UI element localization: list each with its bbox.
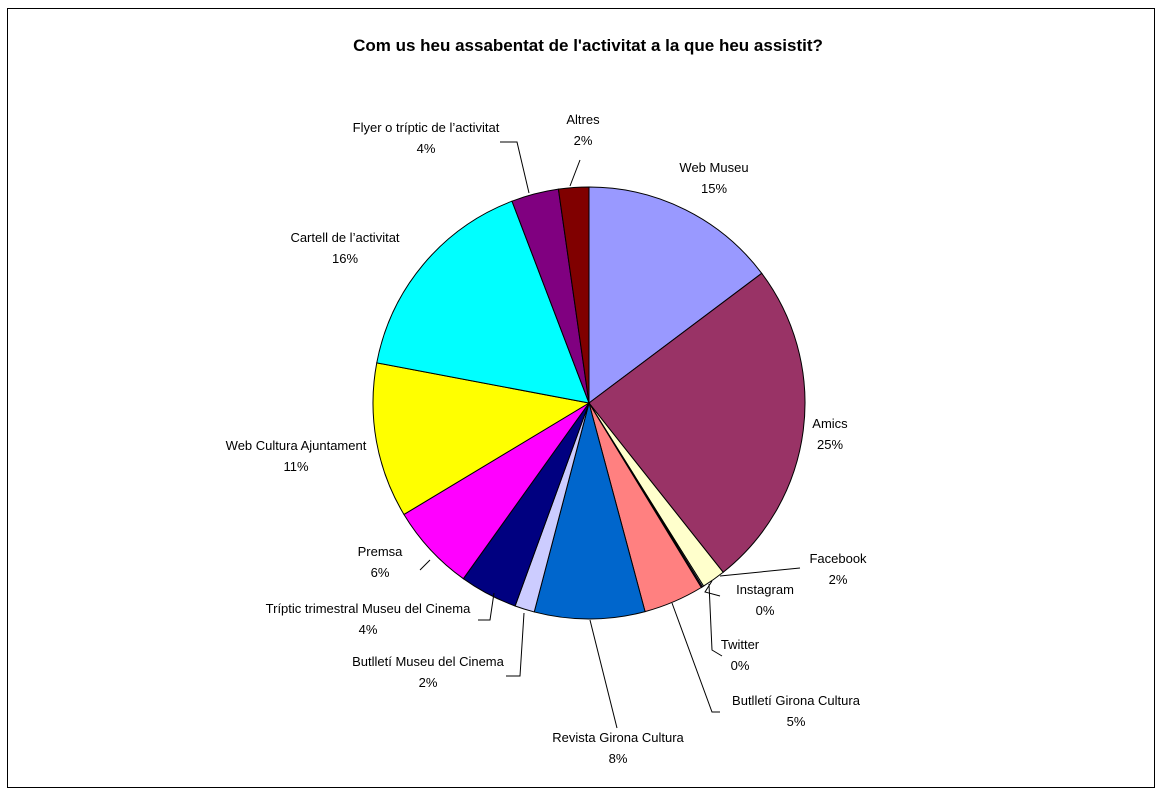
pie-slice-1 [588,272,806,573]
slice-label-1: Amics [812,416,848,431]
pie-slice-6 [533,401,646,620]
slice-percent-1: 25% [817,437,843,452]
leader-line-2 [719,567,801,577]
leader-line-13 [569,159,581,187]
slice-percent-4: 0% [731,658,750,673]
slice-label-11: Cartell de l’activitat [290,230,399,245]
slice-label-0: Web Museu [679,160,748,175]
slice-label-12: Flyer o tríptic de l’activitat [353,120,500,135]
slice-percent-3: 0% [756,603,775,618]
slice-label-8: Tríptic trimestral Museu del Cinema [266,601,471,616]
leader-line-4 [708,583,723,657]
leader-line-6 [589,619,618,729]
slice-label-7: Butlletí Museu del Cinema [352,654,505,669]
slice-label-4: Twitter [721,637,760,652]
pie-slice-10 [372,362,591,516]
slice-label-5: Butlletí Girona Cultura [732,693,861,708]
chart-title: Com us heu assabentat de l'activitat a l… [353,36,823,55]
slice-percent-5: 5% [787,714,806,729]
leader-line-8 [478,592,495,621]
slice-percent-0: 15% [701,181,727,196]
slice-label-2: Facebook [809,551,867,566]
slice-percent-11: 16% [332,251,358,266]
leader-line-7 [506,612,525,677]
pie-slice-11 [376,200,590,404]
slice-percent-10: 11% [283,459,308,474]
slice-label-3: Instagram [736,582,794,597]
slice-label-13: Altres [566,112,600,127]
slice-percent-2: 2% [829,572,848,587]
leader-line-9 [419,559,431,571]
leader-line-3 [704,580,721,597]
slice-label-9: Premsa [358,544,404,559]
slice-percent-8: 4% [359,622,378,637]
leader-line-5 [671,602,720,713]
slice-percent-9: 6% [371,565,390,580]
leader-line-12 [500,141,530,194]
pie-slice-0 [588,186,763,405]
slice-percent-12: 4% [417,141,436,156]
pie-slice-13 [557,186,590,404]
slice-label-6: Revista Girona Cultura [552,730,684,745]
slice-percent-13: 2% [574,133,593,148]
slice-percent-7: 2% [419,675,438,690]
slice-label-10: Web Cultura Ajuntament [226,438,367,453]
slice-percent-6: 8% [609,751,628,766]
